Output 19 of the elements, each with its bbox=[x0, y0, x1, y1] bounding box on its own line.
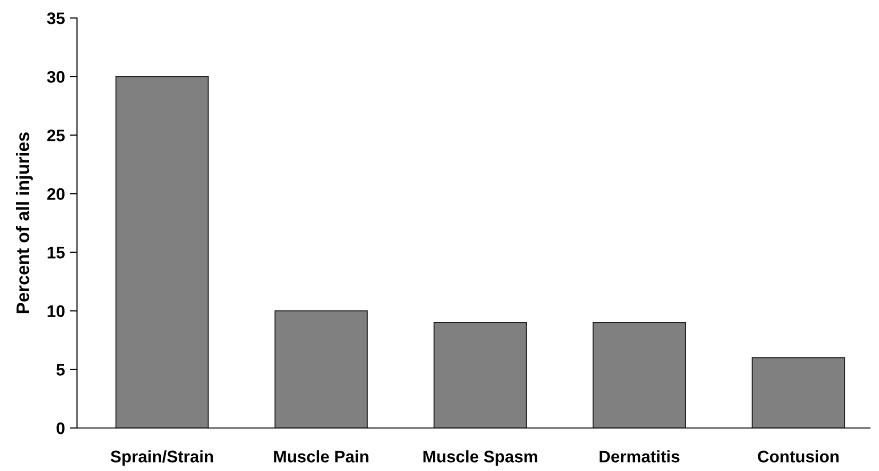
y-tick-label: 30 bbox=[47, 70, 65, 83]
x-tick-label: Muscle Spasm bbox=[423, 450, 538, 466]
y-tick-label: 20 bbox=[47, 188, 65, 200]
y-axis-title: Percent of all injuries bbox=[16, 132, 33, 314]
y-tick-label: 25 bbox=[47, 130, 65, 142]
bar bbox=[752, 357, 846, 428]
bar bbox=[115, 76, 209, 428]
x-tick-label: Contusion bbox=[758, 450, 839, 462]
bar bbox=[592, 322, 686, 428]
x-tick-label: Sprain/Strain bbox=[110, 450, 213, 466]
bar bbox=[434, 322, 527, 428]
x-tick-label: Dermatitis bbox=[600, 450, 680, 462]
bar bbox=[274, 310, 368, 428]
y-tick-label: 5 bbox=[56, 364, 65, 376]
y-tick-label: 15 bbox=[48, 246, 65, 258]
y-tick-label: 0 bbox=[56, 422, 65, 434]
y-tick-label: 10 bbox=[48, 305, 65, 318]
x-tick-label: Muscle Pain bbox=[274, 450, 368, 462]
y-tick-label: 35 bbox=[47, 12, 65, 24]
